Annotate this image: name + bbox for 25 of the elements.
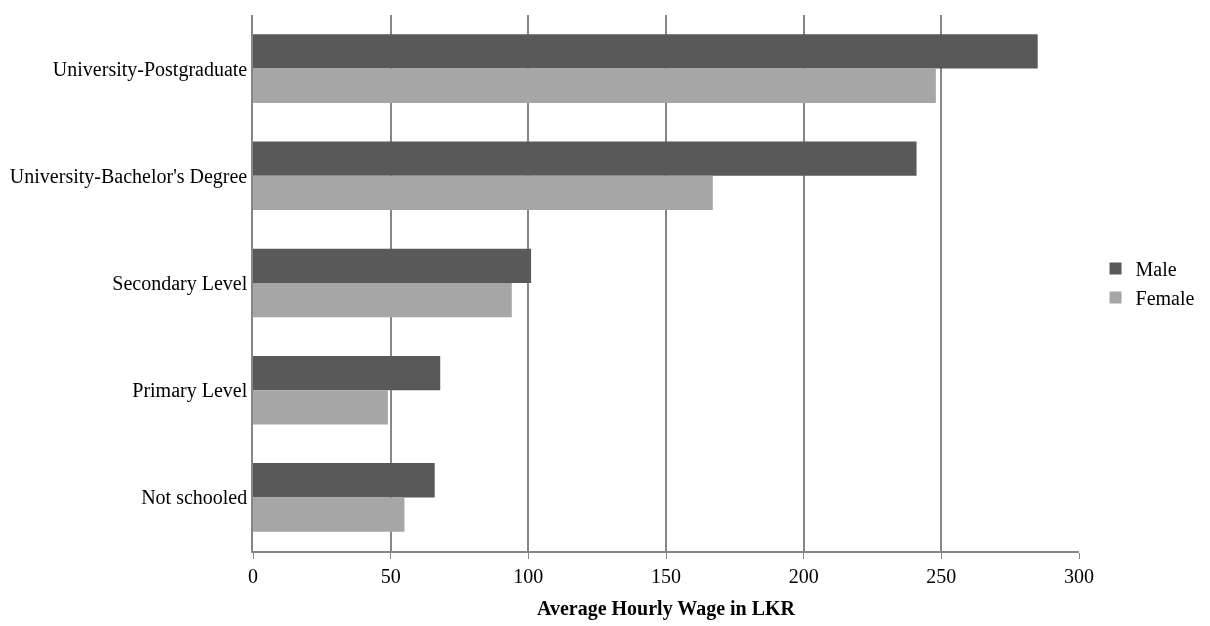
legend-label: Female bbox=[1135, 287, 1195, 310]
bar bbox=[253, 34, 1038, 69]
bar bbox=[253, 283, 512, 318]
y-tick-label: Not schooled bbox=[141, 486, 248, 509]
bar bbox=[253, 390, 388, 425]
y-tick-label: University-Postgraduate bbox=[52, 57, 248, 81]
x-tick-label: 250 bbox=[926, 564, 957, 587]
bar bbox=[253, 248, 532, 283]
x-tick-label: 100 bbox=[513, 564, 544, 587]
legend-label: Male bbox=[1135, 258, 1177, 281]
y-tick-label: Primary Level bbox=[132, 379, 248, 403]
x-tick-label: 300 bbox=[1064, 564, 1094, 587]
bar bbox=[253, 68, 936, 103]
bar bbox=[253, 497, 405, 532]
x-tick-label: 150 bbox=[651, 564, 681, 587]
y-tick-label: Secondary Level bbox=[112, 272, 248, 295]
bar bbox=[253, 175, 713, 211]
bar bbox=[253, 141, 917, 176]
x-axis-title: Average Hourly Wage in LKR bbox=[536, 596, 796, 620]
y-tick-label: University-Bachelor's Degree bbox=[9, 164, 248, 188]
x-tick-label: 50 bbox=[380, 564, 401, 587]
bar bbox=[253, 355, 441, 391]
bar bbox=[253, 463, 435, 498]
x-tick-label: 0 bbox=[248, 564, 258, 587]
x-tick-label: 200 bbox=[788, 564, 819, 587]
